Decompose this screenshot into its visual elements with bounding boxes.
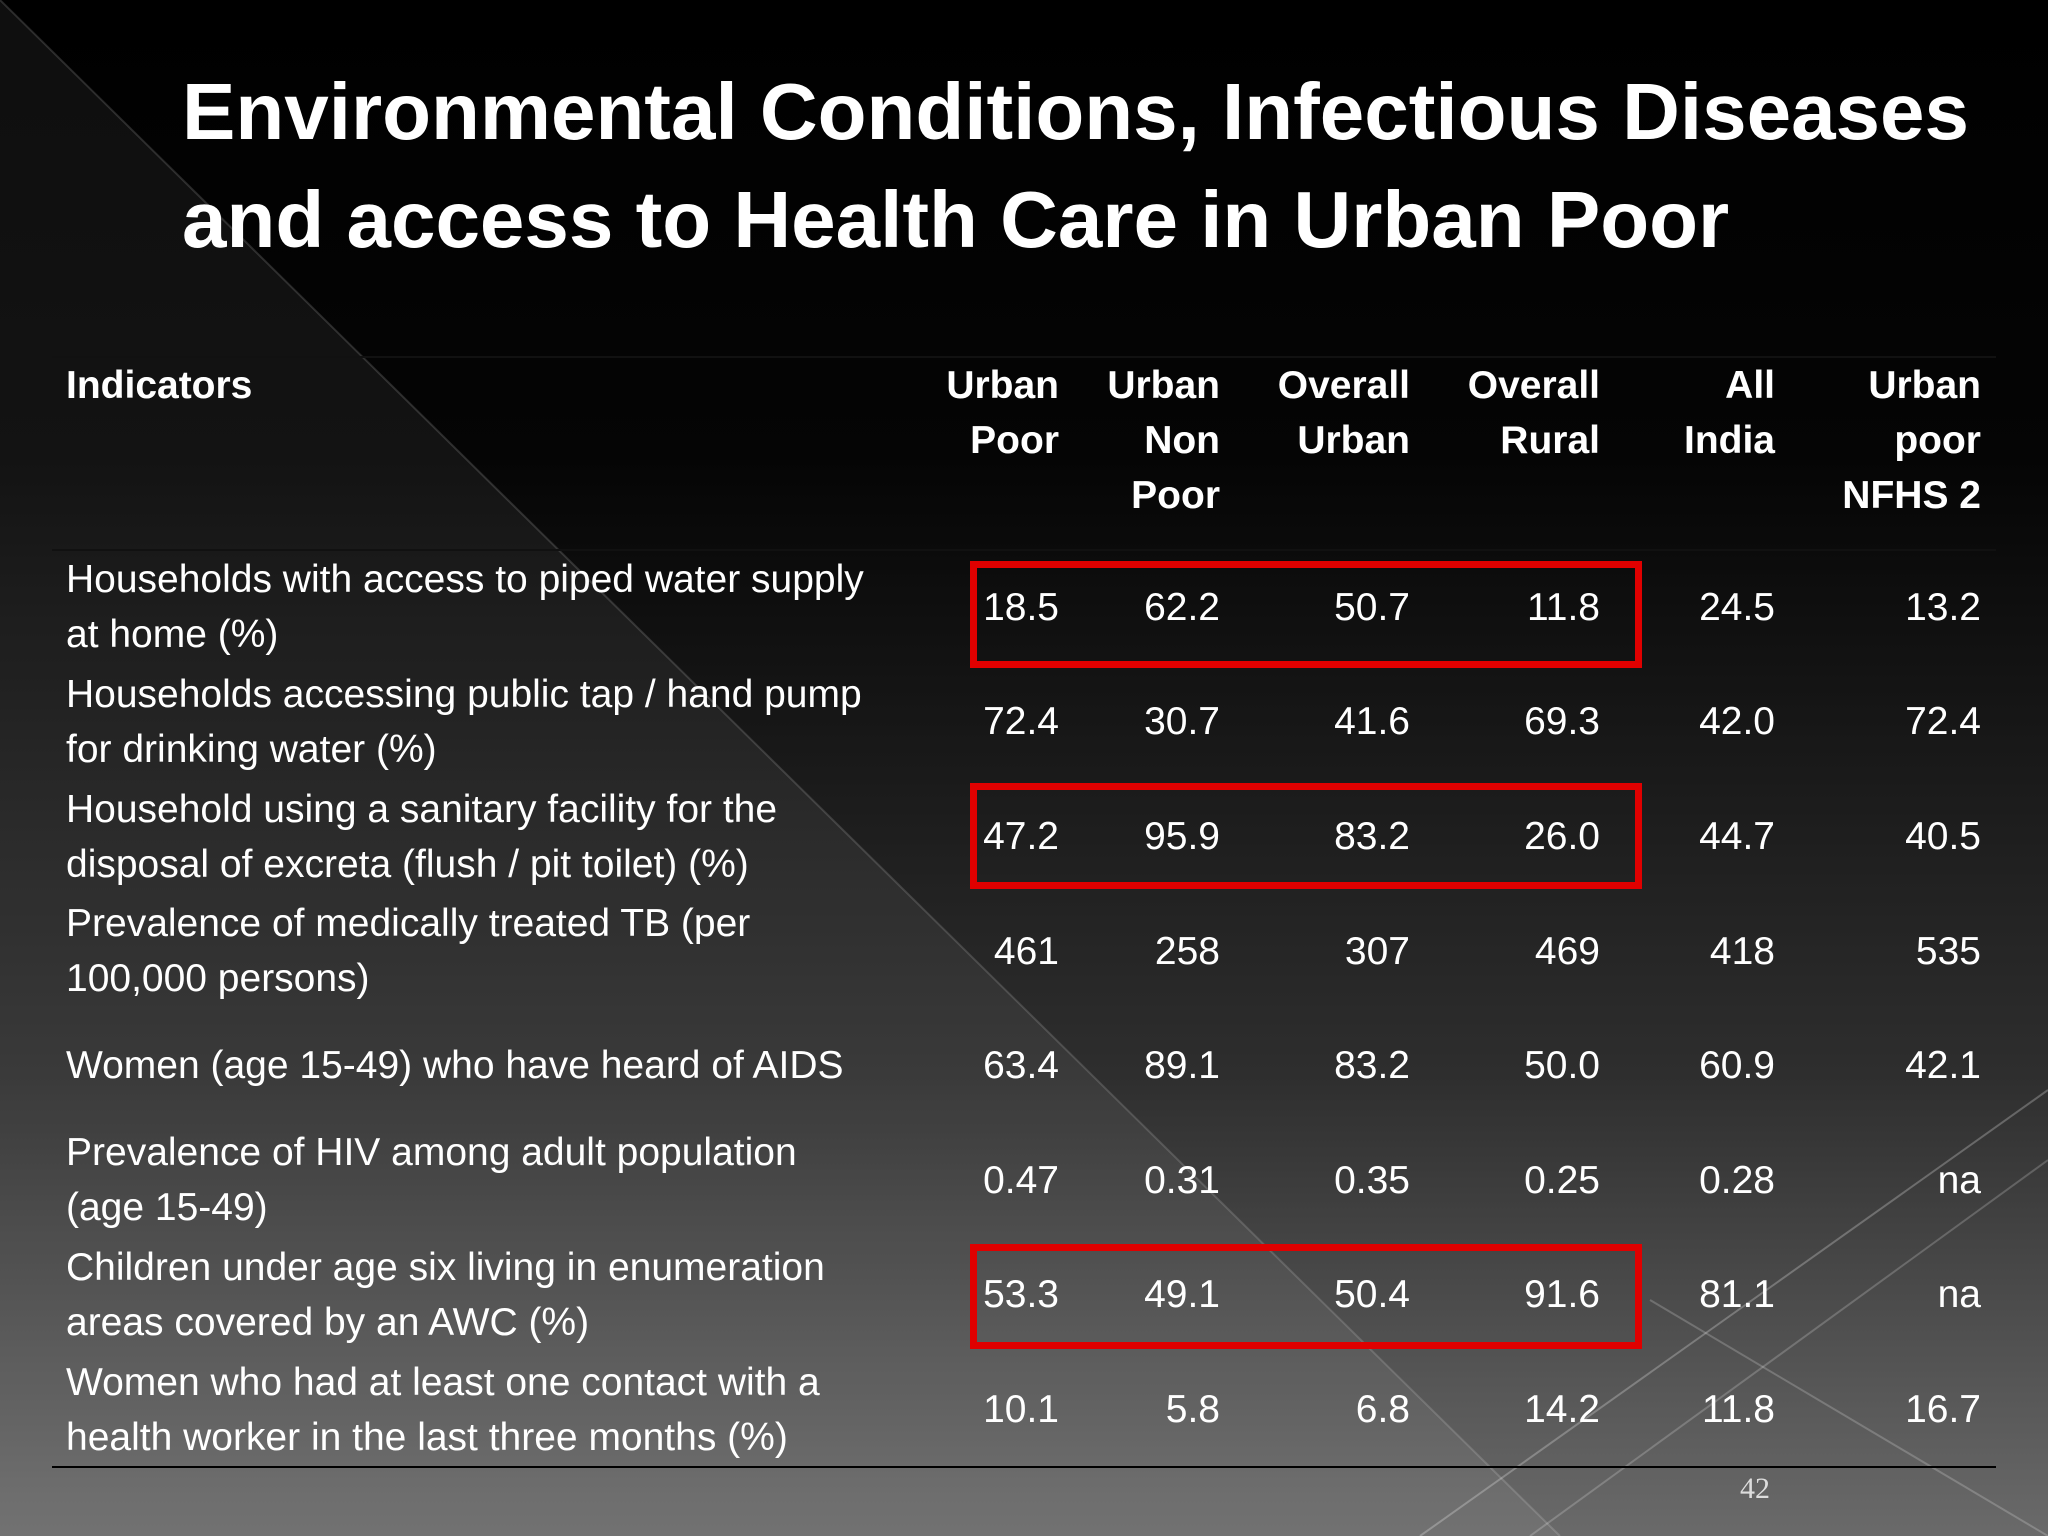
table-cell: 49.1	[1144, 1273, 1220, 1317]
row-label: Prevalence of HIV among adult population	[66, 1131, 797, 1175]
page-number: 42	[1740, 1472, 1770, 1505]
slide-title: Environmental Conditions, Infectious Dis…	[182, 67, 1970, 156]
table-cell: 11.8	[1526, 585, 1600, 629]
table-cell: 0.25	[1524, 1158, 1600, 1202]
row-label: for drinking water (%)	[66, 727, 437, 771]
row-label: Households with access to piped water su…	[66, 558, 864, 602]
row-label: health worker in the last three months (…	[66, 1415, 788, 1459]
table-cell: 69.3	[1524, 700, 1600, 744]
table-cell: 418	[1709, 929, 1775, 973]
table-cell: 41.6	[1334, 700, 1410, 744]
highlight-box	[970, 1244, 1642, 1349]
column-header: India	[1683, 419, 1775, 462]
table-cell: 30.7	[1144, 700, 1220, 744]
table-cell: 0.28	[1699, 1158, 1775, 1202]
table-bottom-rule	[52, 1466, 1996, 1468]
table-cell: 72.4	[983, 700, 1059, 744]
table-cell: 307	[1344, 929, 1410, 973]
column-header: Overall	[1467, 364, 1600, 407]
table-cell: 44.7	[1699, 815, 1775, 858]
table-cell: 42.0	[1699, 700, 1775, 744]
table-cell: 50.4	[1334, 1273, 1410, 1317]
table-cell: 14.2	[1524, 1388, 1600, 1431]
table-cell: na	[1937, 1158, 1981, 1202]
table-cell: 461	[993, 929, 1059, 973]
row-label: Prevalence of medically treated TB (per	[66, 902, 751, 946]
slide-title: and access to Health Care in Urban Poor	[182, 175, 1730, 264]
table-top-rule	[52, 356, 1996, 358]
column-header: Poor	[970, 419, 1059, 462]
row-label: 100,000 persons)	[66, 957, 370, 1001]
table-cell: 40.5	[1905, 815, 1981, 858]
table-cell: na	[1937, 1273, 1981, 1317]
row-label: Women who had at least one contact with …	[66, 1360, 820, 1404]
column-header: Indicators	[66, 364, 253, 407]
column-header: Rural	[1500, 419, 1600, 462]
table-cell: 42.1	[1905, 1044, 1981, 1088]
table-cell: 26.0	[1524, 815, 1600, 858]
table-cell: 83.2	[1334, 1044, 1410, 1088]
column-header: poor	[1894, 419, 1981, 462]
table-cell: 83.2	[1334, 815, 1410, 858]
table-cell: 53.3	[983, 1273, 1059, 1317]
table-cell: 469	[1534, 929, 1600, 973]
table-cell: 72.4	[1905, 700, 1981, 744]
table-cell: 63.4	[983, 1044, 1059, 1088]
table-cell: 0.31	[1144, 1158, 1220, 1202]
table-cell: 91.6	[1524, 1273, 1600, 1317]
table-cell: 535	[1915, 929, 1981, 973]
column-header: Urban	[946, 364, 1059, 407]
column-header: NFHS 2	[1842, 474, 1981, 517]
table-cell: 89.1	[1144, 1044, 1220, 1088]
table-cell: 62.2	[1144, 585, 1220, 629]
table-cell: 47.2	[983, 815, 1059, 858]
column-header: Urban	[1107, 364, 1220, 407]
row-label: Households accessing public tap / hand p…	[66, 672, 862, 716]
diagonal-line	[1529, 1159, 2048, 1536]
row-label: areas covered by an AWC (%)	[66, 1300, 590, 1344]
diagonal-shade	[0, 0, 1560, 1536]
column-header: Overall	[1277, 364, 1410, 407]
row-label: disposal of excreta (flush / pit toilet)…	[66, 842, 749, 886]
table-cell: 60.9	[1699, 1044, 1775, 1088]
column-header: Non	[1144, 419, 1220, 462]
table-cell: 5.8	[1165, 1388, 1220, 1431]
table-cell: 258	[1154, 929, 1220, 973]
table-cell: 6.8	[1355, 1388, 1410, 1431]
table-cell: 10.1	[983, 1388, 1059, 1431]
row-label: Children under age six living in enumera…	[66, 1245, 825, 1289]
table-cell: 95.9	[1144, 815, 1220, 858]
table-cell: 0.47	[983, 1158, 1059, 1202]
row-label: Women (age 15-49) who have heard of AIDS	[66, 1044, 844, 1088]
diagonal-line	[1649, 1299, 2048, 1536]
diagonal-line	[1419, 1089, 2048, 1536]
column-header: Urban	[1868, 364, 1981, 407]
table-cell: 50.7	[1334, 585, 1410, 629]
table-cell: 24.5	[1699, 585, 1775, 629]
table-cell: 50.0	[1524, 1044, 1600, 1088]
diagonal-line	[0, 0, 1560, 1536]
highlight-box	[970, 561, 1642, 668]
table-cell: 13.2	[1905, 585, 1981, 629]
header-rule	[52, 549, 1996, 551]
row-label: Household using a sanitary facility for …	[66, 787, 778, 831]
column-header: Urban	[1297, 419, 1410, 462]
column-header: All	[1725, 364, 1775, 407]
row-label: at home (%)	[66, 613, 279, 657]
highlight-box	[970, 783, 1642, 889]
table-cell: 18.5	[983, 585, 1059, 629]
table-cell: 0.35	[1334, 1158, 1410, 1202]
table-cell: 16.7	[1905, 1388, 1981, 1431]
table-cell: 11.8	[1701, 1388, 1775, 1431]
column-header: Poor	[1131, 474, 1220, 517]
row-label: (age 15-49)	[66, 1186, 268, 1230]
table-cell: 81.1	[1699, 1273, 1775, 1317]
